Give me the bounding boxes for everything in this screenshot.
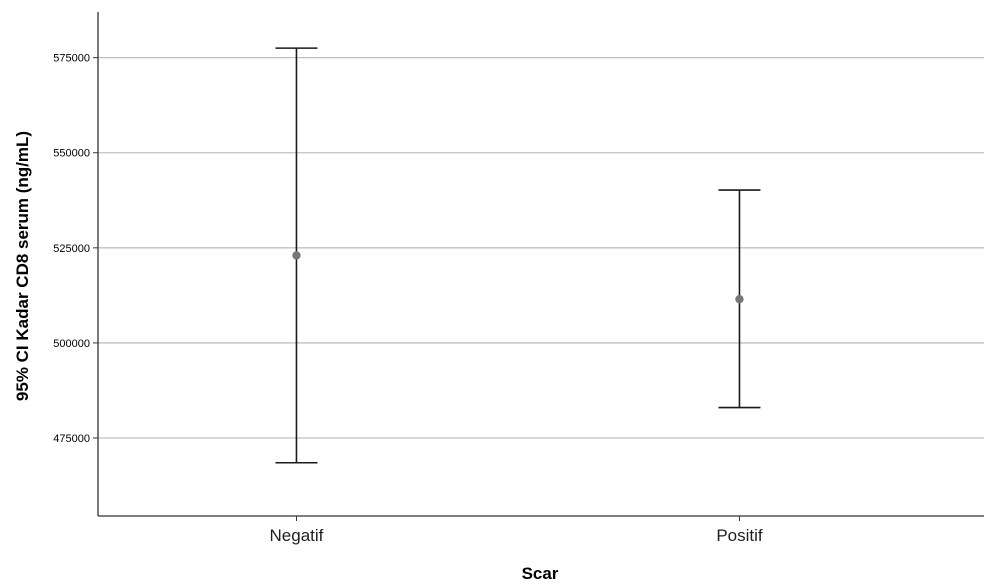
mean-marker [292, 251, 301, 260]
x-category-label: Positif [716, 526, 763, 545]
y-axis-title: 95% CI Kadar CD8 serum (ng/mL) [13, 131, 32, 401]
gridlines [98, 56, 984, 439]
error-bar-negatif [275, 47, 318, 464]
error-bars [275, 47, 761, 464]
error-bar-positif [718, 189, 761, 409]
y-tick-labels: 475000 500000 525000 550000 575000 [53, 53, 98, 445]
x-category-label: Negatif [270, 526, 324, 545]
y-tick-label: 550000 [53, 148, 90, 160]
y-tick-label: 525000 [53, 243, 90, 255]
axes [97, 12, 984, 517]
y-tick-label: 475000 [53, 433, 90, 445]
y-tick-label: 500000 [53, 338, 90, 350]
x-category-labels: Negatif Positif [270, 516, 763, 545]
y-tick-label: 575000 [53, 53, 90, 65]
x-axis-title: Scar [522, 564, 559, 583]
mean-marker [735, 294, 744, 304]
